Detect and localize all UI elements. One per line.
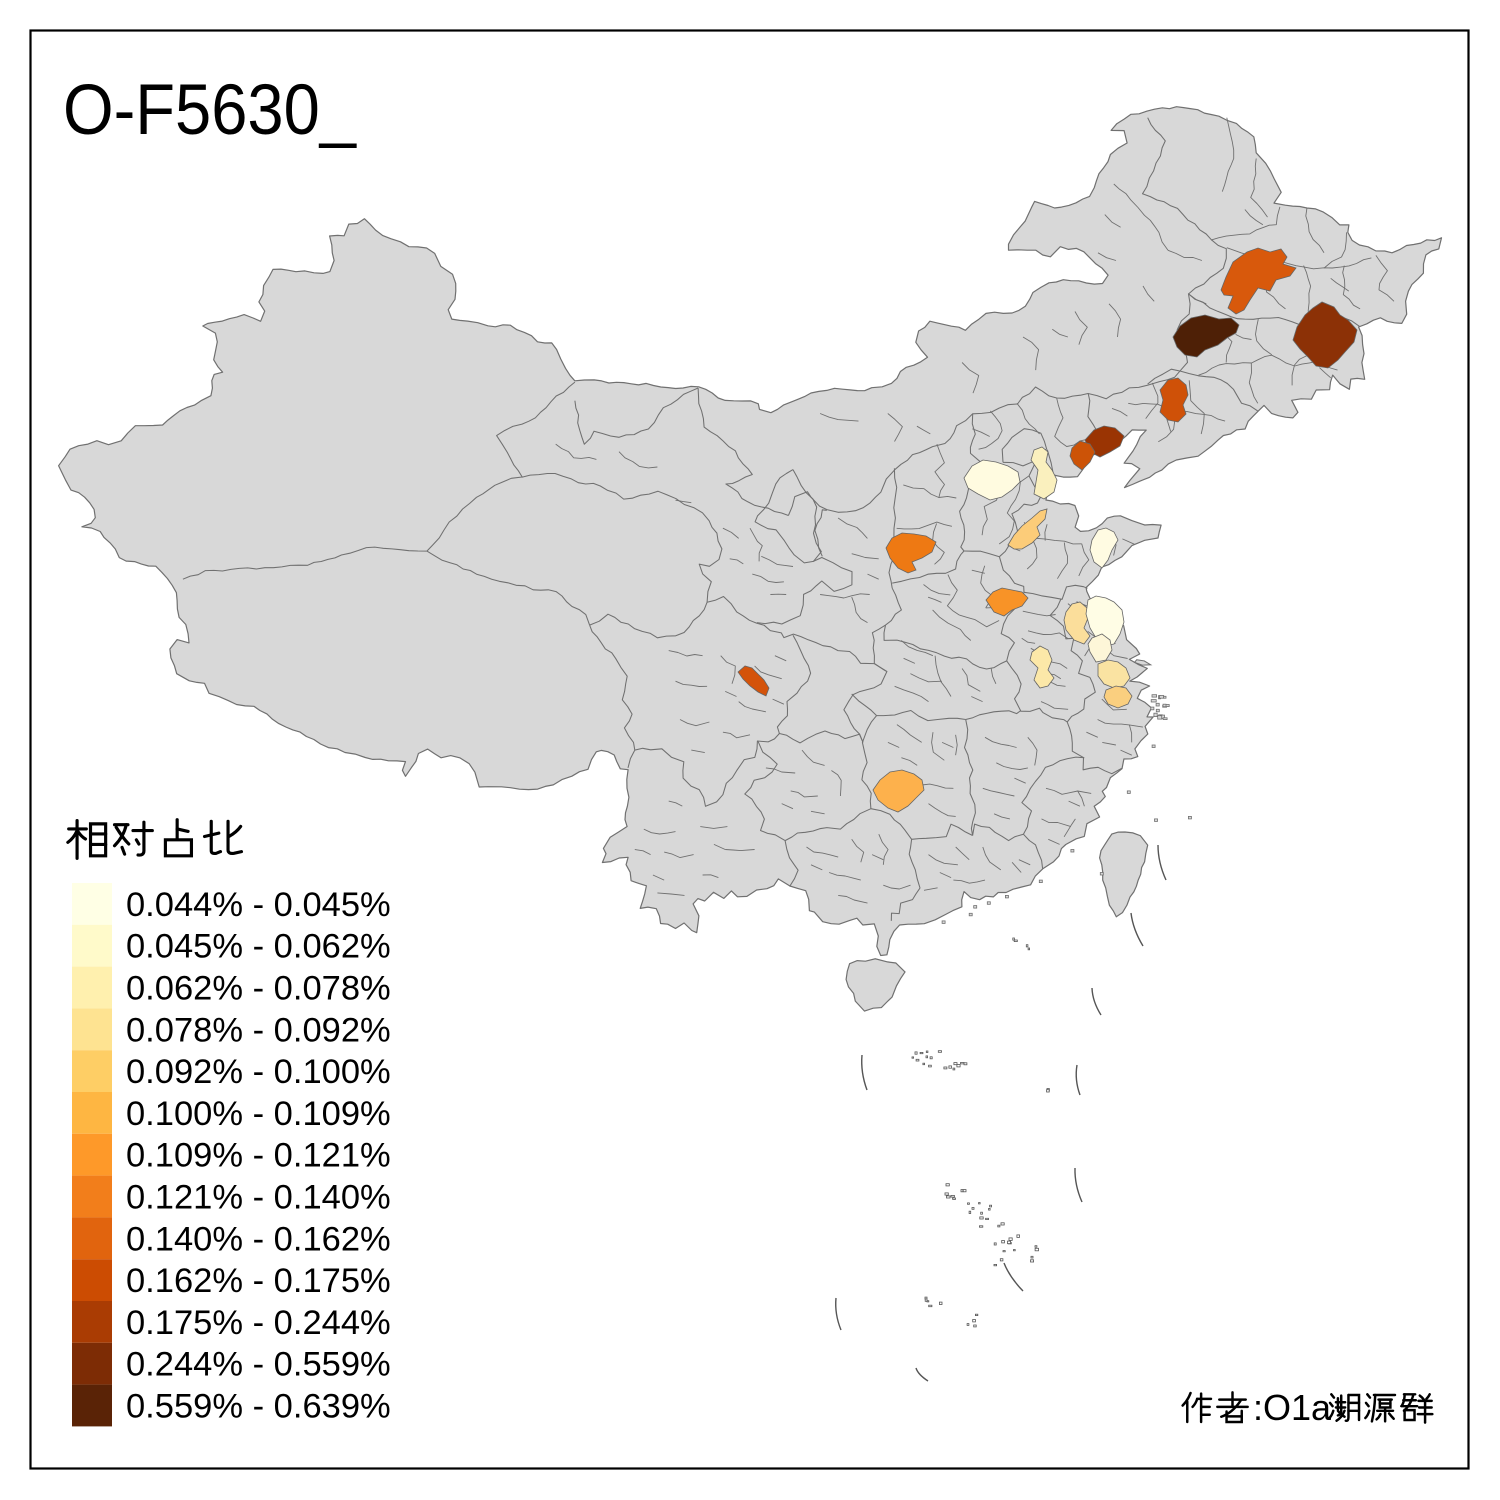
svg-text:0.044% - 0.045%: 0.044% - 0.045% <box>126 886 391 924</box>
svg-text:0.100% - 0.109%: 0.100% - 0.109% <box>126 1095 391 1133</box>
svg-text:0.244% - 0.559%: 0.244% - 0.559% <box>126 1346 391 1384</box>
svg-text:0.140% - 0.162%: 0.140% - 0.162% <box>126 1220 391 1258</box>
svg-text:0.109% - 0.121%: 0.109% - 0.121% <box>126 1137 391 1175</box>
svg-text::O1a: :O1a <box>1253 1387 1332 1428</box>
svg-text:O-F5630_: O-F5630_ <box>63 71 357 150</box>
svg-text:0.062% - 0.078%: 0.062% - 0.078% <box>126 970 391 1008</box>
svg-text:0.078% - 0.092%: 0.078% - 0.092% <box>126 1011 391 1049</box>
svg-text:0.121% - 0.140%: 0.121% - 0.140% <box>126 1179 391 1217</box>
svg-text:0.045% - 0.062%: 0.045% - 0.062% <box>126 928 391 966</box>
svg-text:0.175% - 0.244%: 0.175% - 0.244% <box>126 1304 391 1342</box>
svg-text:0.162% - 0.175%: 0.162% - 0.175% <box>126 1262 391 1300</box>
svg-text:0.092% - 0.100%: 0.092% - 0.100% <box>126 1053 391 1091</box>
svg-text:0.559% - 0.639%: 0.559% - 0.639% <box>126 1388 391 1426</box>
